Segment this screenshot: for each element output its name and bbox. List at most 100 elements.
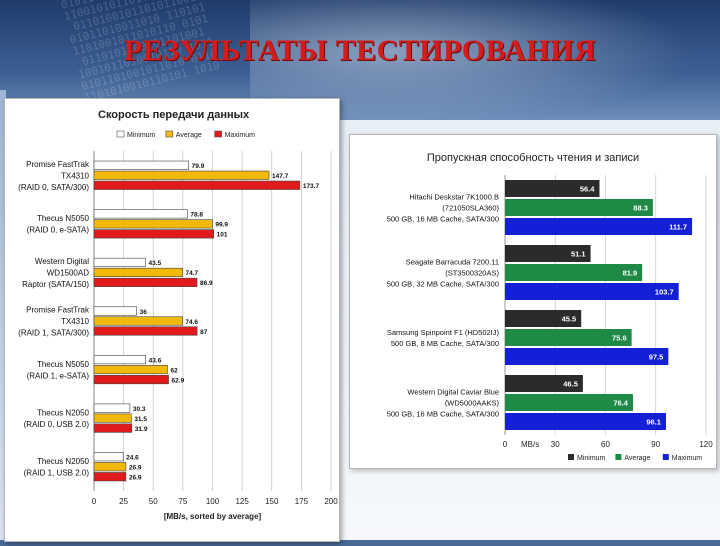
data-label: 173.7 bbox=[303, 183, 320, 190]
x-tick-label: 200 bbox=[324, 497, 338, 506]
x-tick-label: 50 bbox=[149, 497, 158, 506]
data-label: 101 bbox=[217, 232, 228, 239]
data-label: 46.5 bbox=[563, 380, 578, 389]
legend-label-average: Average bbox=[176, 132, 202, 139]
category-label: Raptor (SATA/150) bbox=[22, 280, 89, 289]
bar-maximum bbox=[93, 277, 198, 287]
x-tick-label: 150 bbox=[265, 497, 279, 506]
bar-minimum bbox=[505, 375, 583, 392]
category-label: 500 GB, 32 MB Cache, SATA/300 bbox=[387, 280, 499, 289]
chart-title: Пропускная способность чтения и записи bbox=[427, 152, 639, 164]
bar-maximum bbox=[93, 423, 133, 433]
bar-average bbox=[93, 170, 270, 180]
background-strip bbox=[0, 90, 6, 540]
bar-minimum bbox=[93, 257, 146, 267]
legend-swatch-maximum bbox=[214, 130, 222, 138]
page-title: РЕЗУЛЬТАТЫ ТЕСТИРОВАНИЯ bbox=[123, 34, 597, 67]
bar-maximum bbox=[93, 472, 127, 482]
chart-title: Скорость передачи данных bbox=[98, 109, 250, 121]
x-tick-label: 30 bbox=[551, 440, 560, 449]
x-tick-label: 100 bbox=[206, 497, 220, 506]
category-label: 500 GB, 16 MB Cache, SATA/300 bbox=[387, 215, 499, 224]
bar-maximum bbox=[93, 229, 214, 239]
bar-average bbox=[93, 413, 132, 423]
category-label: Promise FastTrak bbox=[26, 306, 90, 315]
bar-minimum bbox=[505, 180, 600, 197]
data-label: 51.1 bbox=[571, 250, 586, 259]
x-tick-label: 90 bbox=[651, 440, 660, 449]
data-label: 43.6 bbox=[149, 357, 162, 364]
legend-swatch-maximum bbox=[662, 454, 669, 460]
bar-average bbox=[93, 267, 183, 277]
category-label: (RAID 1, USB 2.0) bbox=[24, 468, 90, 477]
category-label: (RAID 0, USB 2.0) bbox=[24, 420, 90, 429]
bar-maximum bbox=[93, 326, 198, 336]
category-label: WD1500AD bbox=[47, 268, 89, 277]
category-label: Samsung Spinpoint F1 (HD502IJ) bbox=[387, 328, 500, 337]
category-label: 500 GB, 8 MB Cache, SATA/300 bbox=[391, 339, 499, 348]
chart-transfer-rate: Скорость передачи данных Minimum Average Ma… bbox=[18, 109, 338, 521]
bar-average bbox=[505, 329, 632, 346]
data-label: 24.6 bbox=[126, 454, 139, 461]
data-label: 31.9 bbox=[135, 426, 148, 433]
data-label: 86.9 bbox=[200, 280, 213, 287]
category-label: TX4310 bbox=[61, 317, 90, 326]
category-label: (RAID 0, SATA/300) bbox=[18, 183, 89, 192]
bar-average bbox=[93, 365, 168, 375]
data-label: 87 bbox=[200, 329, 208, 336]
bar-average bbox=[505, 394, 633, 411]
x-tick-label: 0 bbox=[92, 497, 97, 506]
x-tick-label: 60 bbox=[601, 440, 610, 449]
data-label: 79.9 bbox=[192, 163, 205, 170]
category-label: Thecus N2050 bbox=[37, 457, 90, 466]
category-label: (WD5000AAKS) bbox=[445, 399, 500, 408]
category-label: (721050SLA360) bbox=[442, 204, 499, 213]
chart-panel-transfer-rate: Скорость передачи данных Minimum Average Ma… bbox=[4, 98, 340, 542]
bar-minimum bbox=[505, 245, 591, 262]
data-label: 26.9 bbox=[129, 464, 142, 471]
category-label: Thecus N2050 bbox=[37, 408, 90, 417]
legend-label-maximum: Maximum bbox=[672, 455, 703, 462]
data-label: 111.7 bbox=[669, 223, 687, 232]
category-label: 500 GB, 16 MB Cache, SATA/300 bbox=[387, 410, 499, 419]
bar-average bbox=[93, 316, 183, 326]
x-tick-label: 25 bbox=[119, 497, 128, 506]
category-label: (RAID 1, e-SATA) bbox=[27, 371, 90, 380]
data-label: 76.4 bbox=[613, 399, 628, 408]
bar-maximum bbox=[505, 218, 693, 235]
category-label: Thecus N5050 bbox=[37, 214, 90, 223]
legend-label-average: Average bbox=[624, 455, 650, 462]
bar-minimum bbox=[93, 452, 124, 462]
legend-label-minimum: Minimum bbox=[127, 132, 156, 139]
data-label: 45.5 bbox=[562, 315, 577, 324]
bar-minimum bbox=[93, 306, 137, 316]
data-label: 88.3 bbox=[633, 204, 648, 213]
data-label: 43.5 bbox=[149, 260, 162, 267]
data-label: 74.6 bbox=[185, 319, 198, 326]
legend-swatch-average bbox=[615, 454, 622, 460]
data-label: 31.5 bbox=[134, 416, 147, 423]
bar-minimum bbox=[93, 355, 146, 365]
category-label: (ST3500320AS) bbox=[445, 269, 499, 278]
category-label: Promise FastTrak bbox=[26, 160, 90, 169]
bar-minimum bbox=[505, 310, 582, 327]
bar-maximum bbox=[505, 348, 669, 365]
bar-minimum bbox=[93, 160, 189, 170]
bar-maximum bbox=[505, 283, 679, 300]
category-label: (RAID 1, SATA/300) bbox=[18, 329, 89, 338]
bar-average bbox=[505, 264, 643, 281]
bar-minimum bbox=[93, 403, 131, 413]
legend-swatch-minimum bbox=[116, 130, 125, 138]
data-label: 96.1 bbox=[646, 418, 661, 427]
data-label: 103.7 bbox=[655, 288, 674, 297]
x-axis-label: [MB/s, sorted by average] bbox=[164, 512, 262, 521]
category-label: (RAID 0, e-SATA) bbox=[27, 226, 90, 235]
data-label: 147.7 bbox=[272, 173, 289, 180]
data-label: 62 bbox=[170, 367, 178, 374]
data-label: 97.5 bbox=[649, 353, 664, 362]
chart-read-write-throughput: Пропускная способность чтения и записи 0 3… bbox=[387, 152, 714, 462]
x-tick-label: 120 bbox=[699, 440, 713, 449]
legend-label-maximum: Maximum bbox=[225, 132, 256, 139]
category-label: Western Digital Caviar Blue bbox=[407, 388, 499, 397]
category-label: Western Digital bbox=[35, 257, 89, 266]
